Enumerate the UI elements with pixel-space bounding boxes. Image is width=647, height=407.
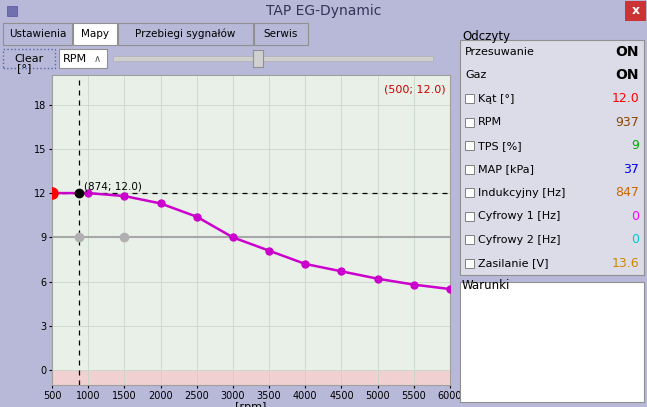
Bar: [465, 212, 474, 221]
Bar: [73, 23, 117, 45]
Text: (500; 12.0): (500; 12.0): [384, 84, 446, 94]
Text: MAP [kPa]: MAP [kPa]: [478, 164, 534, 174]
Text: Indukcyjny [Hz]: Indukcyjny [Hz]: [478, 188, 565, 198]
Text: TPS [%]: TPS [%]: [478, 141, 521, 151]
Bar: [59, 49, 107, 68]
Bar: [113, 56, 433, 61]
Bar: [460, 282, 644, 402]
Bar: [465, 94, 474, 103]
Text: Kąt [°]: Kąt [°]: [478, 94, 514, 104]
Bar: [460, 40, 644, 275]
Text: Gaz: Gaz: [465, 70, 487, 80]
Text: Clear: Clear: [14, 53, 43, 63]
Text: 12.0: 12.0: [611, 92, 639, 105]
Bar: [465, 118, 474, 127]
Text: x: x: [632, 4, 640, 18]
Bar: [465, 259, 474, 268]
Text: Odczyty: Odczyty: [462, 30, 510, 43]
Bar: [465, 165, 474, 174]
Text: ∧: ∧: [93, 53, 100, 63]
Text: Przebiegi sygnałów: Przebiegi sygnałów: [135, 29, 236, 39]
Text: ON: ON: [615, 45, 639, 59]
Text: Zasilanie [V]: Zasilanie [V]: [478, 258, 549, 268]
Bar: [52, 370, 450, 385]
Text: 937: 937: [615, 116, 639, 129]
Text: Przesuwanie: Przesuwanie: [465, 47, 535, 57]
Bar: [3, 23, 72, 45]
Y-axis label: [°]: [°]: [17, 63, 31, 72]
Text: 0: 0: [631, 210, 639, 223]
Bar: [625, 1, 646, 21]
Bar: [465, 235, 474, 244]
Text: RPM: RPM: [478, 117, 502, 127]
Text: Cyfrowy 1 [Hz]: Cyfrowy 1 [Hz]: [478, 211, 560, 221]
Text: Ustawienia: Ustawienia: [9, 29, 66, 39]
Text: 9: 9: [631, 139, 639, 152]
Text: Cyfrowy 2 [Hz]: Cyfrowy 2 [Hz]: [478, 235, 560, 245]
Bar: [3, 49, 55, 68]
Text: (874; 12.0): (874; 12.0): [84, 182, 142, 191]
Text: RPM: RPM: [63, 53, 87, 63]
Text: Warunki: Warunki: [462, 279, 510, 292]
Bar: [465, 141, 474, 150]
Bar: [253, 50, 263, 67]
Text: Mapy: Mapy: [81, 29, 109, 39]
Text: Serwis: Serwis: [264, 29, 298, 39]
Bar: [254, 23, 308, 45]
Text: 847: 847: [615, 186, 639, 199]
Text: 0: 0: [631, 233, 639, 246]
Text: TAP EG-Dynamic: TAP EG-Dynamic: [266, 4, 381, 18]
Bar: [465, 188, 474, 197]
Text: 37: 37: [623, 163, 639, 176]
Bar: [118, 23, 253, 45]
Text: 13.6: 13.6: [611, 257, 639, 270]
Text: ON: ON: [615, 68, 639, 82]
X-axis label: [rpm]: [rpm]: [236, 402, 267, 407]
